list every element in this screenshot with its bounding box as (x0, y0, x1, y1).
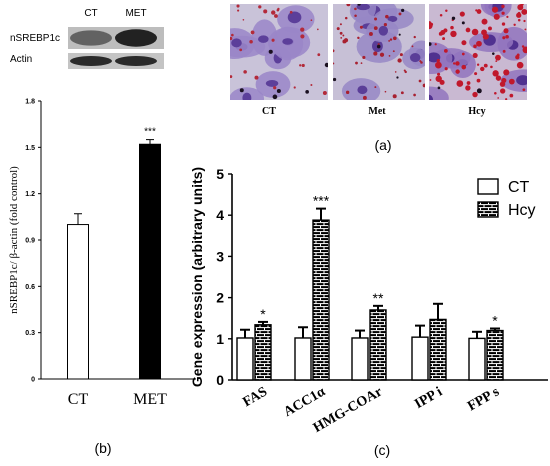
micrograph-met (333, 4, 425, 100)
panel-a-caption: (a) (374, 137, 391, 153)
c-bar-hcy (429, 318, 447, 381)
c-y-tick-label: 5 (216, 166, 224, 182)
blot-band-actin-ct (70, 56, 112, 66)
c-bar-ct (411, 336, 429, 381)
panel-b-caption: (b) (94, 440, 111, 456)
b-y-tick-label: 0.6 (25, 284, 35, 291)
micrograph-label-ct: CT (262, 106, 276, 117)
c-bar-hcy (369, 309, 387, 381)
c-bar-ct (294, 337, 312, 381)
b-y-tick-label: 1.5 (25, 145, 35, 152)
c-y-tick-label: 2 (216, 290, 224, 306)
chart-b: 0 0.3 0.6 0.9 1.2 1.5 1.8 CT *** MET nSREBP1c/ β-a… (8, 99, 196, 408)
c-bar-ct (351, 337, 369, 381)
c-x-tick-label: FPP s (465, 384, 502, 414)
panel-c-caption: (c) (374, 442, 390, 458)
blot-band-nsrebp1c-met (115, 29, 157, 47)
b-x-tick-label: MET (133, 391, 167, 408)
c-y-axis-label: Gene expression (arbitrary units) (189, 167, 205, 387)
micrograph-hcy (429, 4, 527, 100)
western-blot: CT MET nSREBP1c Actin (10, 8, 164, 69)
b-y-axis-label: nSREBP1c/ β-actin (fold control) (8, 166, 20, 314)
micrograph-label-hcy: Hcy (468, 106, 485, 117)
c-legend-label-ct: CT (508, 179, 530, 196)
c-bar-hcy (312, 219, 330, 381)
c-legend-label-hcy: Hcy (508, 202, 536, 219)
b-significance: *** (144, 127, 156, 138)
b-y-tick-label: 0 (31, 377, 35, 384)
blot-band-nsrebp1c-ct (70, 30, 112, 46)
blot-lane-label-met: MET (125, 8, 146, 19)
c-y-tick-label: 3 (216, 248, 224, 264)
micrograph-panel (230, 4, 527, 100)
c-significance: *** (313, 193, 330, 209)
c-significance: * (492, 313, 498, 329)
micrograph-label-met: Met (368, 106, 386, 117)
blot-row-label-actin: Actin (10, 54, 32, 65)
c-bar-ct (468, 337, 486, 381)
blot-row-label-nsrebp1c: nSREBP1c (10, 33, 60, 44)
c-y-tick-label: 1 (216, 331, 224, 347)
c-significance: ** (373, 290, 384, 306)
blot-lane-label-ct: CT (84, 8, 97, 19)
c-legend-swatch-ct (477, 178, 499, 195)
c-y-tick-label: 4 (216, 207, 224, 223)
micrograph-ct (230, 4, 328, 100)
c-y-tick-label: 0 (216, 372, 224, 388)
b-y-tick-label: 1.8 (25, 99, 35, 106)
c-legend-swatch-hcy (477, 201, 499, 218)
c-x-tick-label: FAS (240, 384, 270, 410)
c-bar-hcy (254, 324, 272, 381)
c-significance: * (260, 306, 266, 322)
c-x-tick-label: IPP i (412, 384, 445, 412)
b-y-tick-label: 1.2 (25, 191, 35, 198)
b-bar-met (139, 143, 161, 380)
b-y-tick-label: 0.3 (25, 330, 35, 337)
c-x-tick-label: ACC1α (281, 384, 328, 420)
b-x-tick-label: CT (68, 391, 89, 408)
b-bar-ct (67, 224, 89, 380)
c-bar-hcy (486, 329, 504, 381)
b-y-tick-label: 0.9 (25, 238, 35, 245)
blot-band-actin-met (115, 56, 157, 66)
c-bar-ct (236, 337, 254, 381)
